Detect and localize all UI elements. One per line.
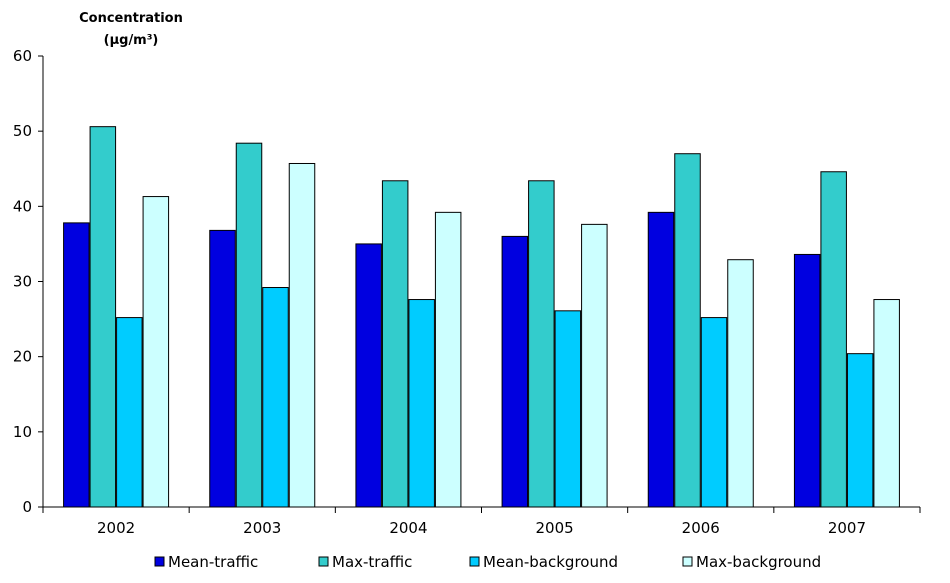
bar-mean-background — [554, 310, 582, 508]
x-tick-label: 2002 — [97, 519, 135, 537]
plot-area: 0 10 20 30 40 50 60 2002 2003 2004 2005 2006 2007 — [13, 47, 921, 537]
bar-max-traffic — [528, 180, 555, 508]
bar-mean-traffic — [647, 211, 675, 508]
bar-mean-background — [846, 353, 874, 508]
bar-mean-background — [700, 317, 728, 508]
bar-mean-traffic — [63, 222, 90, 508]
bar-mean-traffic — [793, 253, 821, 508]
bar-max-background — [434, 211, 462, 508]
bar-mean-traffic — [355, 243, 382, 508]
x-tick-label: 2004 — [389, 519, 427, 537]
bar-max-background — [873, 299, 900, 508]
bar-mean-background — [408, 299, 435, 508]
legend-label-mean-traffic: Mean-traffic — [168, 553, 258, 571]
x-tick-label: 2006 — [682, 519, 720, 537]
y-tick-label: 30 — [13, 273, 32, 291]
y-tick-label: 50 — [13, 122, 32, 140]
y-tick-label: 60 — [13, 47, 32, 65]
y-tick-label: 40 — [13, 197, 32, 215]
legend-label-max-traffic: Max-traffic — [332, 553, 412, 571]
y-axis-title-line-1: Concentration — [79, 11, 183, 26]
bar-max-background — [581, 223, 608, 508]
bar-mean-traffic — [209, 229, 236, 508]
y-axis-title: Concentration (µg/m³) — [79, 11, 183, 48]
bar-max-background — [727, 259, 754, 508]
legend-label-max-background: Max-background — [696, 553, 821, 571]
x-tick-label: 2007 — [828, 519, 866, 537]
x-tick-label: 2003 — [243, 519, 281, 537]
legend-swatch-max-traffic — [318, 556, 329, 567]
legend-swatch-mean-traffic — [154, 556, 165, 567]
bar-max-background — [288, 162, 316, 508]
bar-max-traffic — [820, 171, 847, 508]
x-tick-label: 2005 — [535, 519, 573, 537]
bar-max-traffic — [89, 126, 117, 508]
y-tick-label: 20 — [13, 348, 32, 366]
y-tick-label: 0 — [22, 498, 32, 516]
y-axis-title-line-2: (µg/m³) — [104, 33, 159, 48]
bar-max-traffic — [381, 180, 409, 508]
bar-mean-traffic — [501, 235, 529, 508]
bar-max-traffic — [674, 153, 701, 508]
bar-mean-background — [116, 317, 143, 508]
legend: Mean-traffic Max-traffic Mean-background Ma… — [154, 553, 821, 571]
bar-max-traffic — [235, 142, 263, 508]
legend-label-mean-background: Mean-background — [483, 553, 618, 571]
legend-swatch-max-background — [682, 556, 693, 567]
bar-mean-background — [262, 287, 289, 508]
y-tick-label: 10 — [13, 423, 32, 441]
bar-max-background — [142, 196, 170, 508]
legend-swatch-mean-background — [469, 556, 480, 567]
